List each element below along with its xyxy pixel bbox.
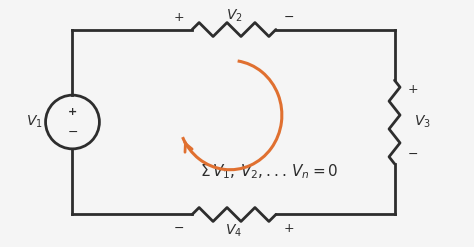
Text: +: +	[283, 222, 294, 235]
Text: +: +	[68, 107, 77, 117]
Text: +: +	[407, 83, 418, 96]
Text: +: +	[174, 11, 184, 24]
Text: $V_1$: $V_1$	[26, 114, 43, 130]
Text: −: −	[174, 222, 184, 235]
Text: −: −	[283, 11, 294, 24]
Text: −: −	[67, 125, 78, 139]
Text: $V_4$: $V_4$	[226, 222, 243, 239]
Text: $V_2$: $V_2$	[226, 7, 242, 24]
Text: −: −	[407, 148, 418, 161]
Text: $\Sigma\,V_1,\,V_2,...\,V_n = 0$: $\Sigma\,V_1,\,V_2,...\,V_n = 0$	[200, 162, 338, 181]
Text: $V_3$: $V_3$	[414, 114, 431, 130]
